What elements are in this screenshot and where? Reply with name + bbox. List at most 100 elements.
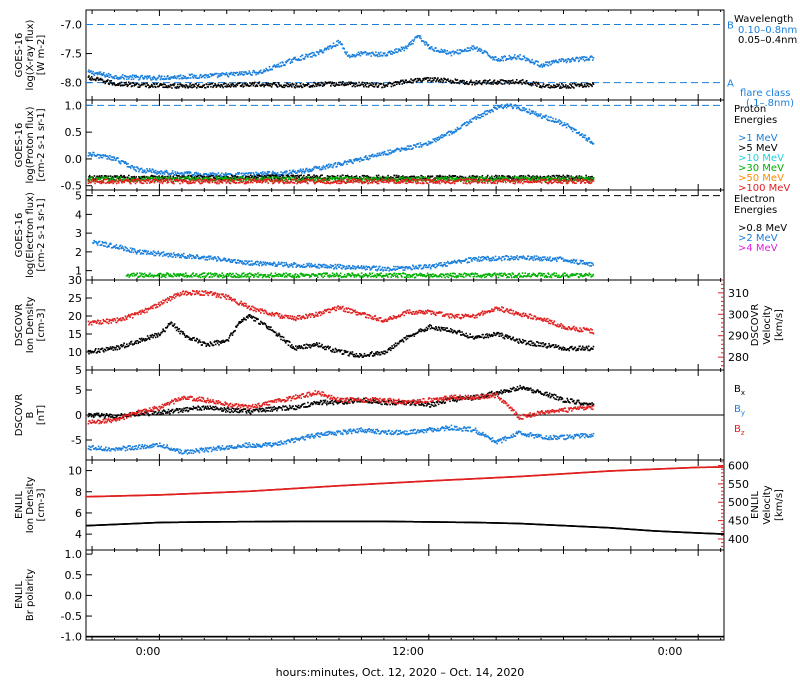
data-point <box>433 139 436 142</box>
data-point <box>471 83 473 86</box>
data-point <box>496 178 498 181</box>
data-point <box>91 178 94 180</box>
data-point <box>243 262 246 265</box>
data-point <box>513 54 516 56</box>
data-point <box>389 178 391 181</box>
data-point <box>342 177 344 179</box>
data-point <box>530 112 532 115</box>
data-point <box>471 45 473 47</box>
data-point <box>217 75 220 77</box>
data-point <box>491 175 493 178</box>
data-point <box>131 179 133 181</box>
data-point <box>423 79 425 81</box>
data-point <box>303 85 306 88</box>
data-point <box>492 182 494 184</box>
data-point <box>153 254 155 257</box>
data-point <box>330 163 333 166</box>
data-point <box>268 66 271 68</box>
data-point <box>138 176 140 178</box>
data-point <box>359 52 361 55</box>
data-point <box>402 79 404 82</box>
data-point <box>240 72 242 75</box>
data-point <box>365 158 368 160</box>
data-point <box>337 84 339 86</box>
data-point <box>540 63 543 66</box>
data-point <box>565 180 567 182</box>
data-point <box>179 179 182 182</box>
data-point <box>300 85 302 87</box>
data-point <box>528 178 531 180</box>
data-point <box>200 257 203 259</box>
data-point <box>198 77 200 80</box>
data-point <box>206 180 209 183</box>
data-point <box>273 83 275 85</box>
data-point <box>370 84 372 86</box>
data-point <box>199 173 201 175</box>
data-point <box>400 179 402 182</box>
data-point <box>497 82 500 85</box>
data-point <box>486 113 488 115</box>
data-point <box>253 70 255 72</box>
data-point <box>444 176 447 179</box>
data-point <box>254 176 257 178</box>
data-point <box>537 81 539 84</box>
data-point <box>537 178 539 181</box>
data-point <box>509 80 511 82</box>
data-point <box>548 119 551 122</box>
data-point <box>474 116 476 119</box>
data-point <box>221 177 224 179</box>
data-point <box>387 176 389 179</box>
data-point <box>536 60 538 63</box>
data-point <box>171 170 174 172</box>
data-point <box>303 178 305 181</box>
data-point <box>97 153 100 156</box>
data-point <box>542 85 544 87</box>
data-point <box>493 79 496 82</box>
data-point <box>323 49 325 52</box>
data-point <box>318 166 321 168</box>
data-point <box>336 163 339 166</box>
data-point <box>128 81 130 84</box>
data-point <box>288 169 291 172</box>
data-point <box>133 175 135 178</box>
data-point <box>302 180 304 183</box>
data-point <box>88 176 90 178</box>
data-point <box>206 76 209 79</box>
data-point <box>542 83 545 85</box>
data-point <box>505 106 508 109</box>
data-point <box>552 181 555 183</box>
data-point <box>245 260 248 262</box>
data-point <box>442 175 445 178</box>
y-tick-label: 1 <box>75 265 82 278</box>
data-point <box>420 80 423 83</box>
data-point <box>365 175 367 178</box>
data-point <box>311 51 314 54</box>
data-point <box>513 82 516 85</box>
data-point <box>585 176 587 179</box>
data-point <box>107 244 110 247</box>
data-point <box>538 86 541 88</box>
data-point <box>136 251 139 254</box>
data-point <box>195 178 197 181</box>
data-point <box>249 174 252 176</box>
data-point <box>235 177 237 180</box>
data-point <box>552 84 555 86</box>
data-point <box>437 177 440 180</box>
data-point <box>128 174 130 177</box>
data-point <box>204 73 207 76</box>
data-point <box>152 175 154 177</box>
data-point <box>189 86 192 88</box>
data-point <box>358 158 360 160</box>
data-point <box>132 82 135 85</box>
data-point <box>102 179 104 182</box>
data-point <box>345 176 348 178</box>
data-point <box>389 51 391 54</box>
data-point <box>338 182 340 185</box>
data-point <box>433 138 435 140</box>
data-point <box>227 85 229 88</box>
data-point <box>206 259 209 261</box>
data-point <box>546 84 549 86</box>
data-point <box>158 180 160 182</box>
data-point <box>544 64 546 66</box>
